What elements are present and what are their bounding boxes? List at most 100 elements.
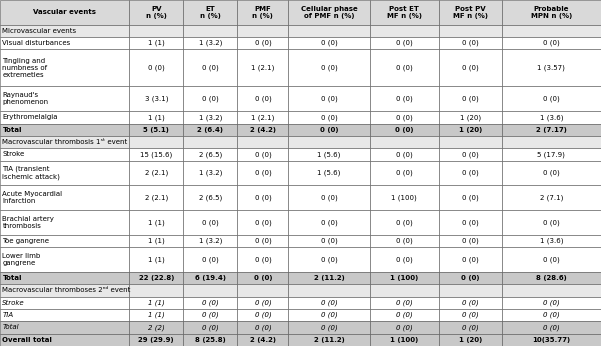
Text: 0 (0): 0 (0) — [255, 40, 271, 46]
Text: 1 (1): 1 (1) — [148, 114, 165, 121]
Text: 3 (3.1): 3 (3.1) — [144, 95, 168, 102]
Bar — [288, 185, 370, 210]
Bar — [129, 272, 183, 284]
Text: Toe gangrene: Toe gangrene — [2, 238, 49, 244]
Text: 0 (0): 0 (0) — [255, 219, 271, 226]
Bar — [288, 284, 370, 297]
Text: 1 (1): 1 (1) — [148, 312, 165, 318]
Bar — [237, 37, 288, 49]
Text: Macrovascular thromboses 2ⁿᵈ event: Macrovascular thromboses 2ⁿᵈ event — [2, 288, 131, 293]
Text: Stroke: Stroke — [2, 300, 25, 306]
Text: 2 (2.1): 2 (2.1) — [145, 194, 168, 201]
Bar — [183, 235, 237, 247]
Bar — [502, 235, 601, 247]
Bar — [439, 49, 502, 86]
Bar — [237, 185, 288, 210]
Bar — [502, 272, 601, 284]
Bar — [237, 247, 288, 272]
Bar — [439, 284, 502, 297]
Bar — [129, 210, 183, 235]
Bar — [183, 247, 237, 272]
Text: 29 (29.9): 29 (29.9) — [138, 337, 174, 343]
Text: Lower limb
gangrene: Lower limb gangrene — [2, 253, 41, 266]
Bar — [370, 334, 439, 346]
Bar — [439, 334, 502, 346]
Text: 0 (0): 0 (0) — [462, 194, 478, 201]
Bar — [439, 185, 502, 210]
Text: 0 (0): 0 (0) — [321, 324, 337, 331]
Bar — [370, 235, 439, 247]
Text: 15 (15.6): 15 (15.6) — [140, 151, 172, 158]
Text: 0 (0): 0 (0) — [396, 300, 412, 306]
Bar — [502, 247, 601, 272]
Text: Erythromelalgia: Erythromelalgia — [2, 115, 58, 120]
Text: 0 (0): 0 (0) — [462, 170, 478, 176]
Text: 0 (0): 0 (0) — [396, 312, 412, 318]
Text: 0 (0): 0 (0) — [255, 312, 271, 318]
Bar — [129, 124, 183, 136]
Text: Total: Total — [2, 275, 22, 281]
Text: Post PV
MF n (%): Post PV MF n (%) — [453, 6, 488, 19]
Text: 2 (2): 2 (2) — [148, 324, 165, 331]
Bar — [0, 321, 129, 334]
Bar — [439, 124, 502, 136]
Text: 0 (0): 0 (0) — [543, 219, 560, 226]
Bar — [0, 148, 129, 161]
Bar — [439, 0, 502, 25]
Text: 0 (0): 0 (0) — [461, 275, 480, 281]
Bar — [237, 111, 288, 124]
Text: PMF
n (%): PMF n (%) — [252, 6, 273, 19]
Bar — [502, 161, 601, 185]
Text: Visual disturbances: Visual disturbances — [2, 40, 71, 46]
Text: Post ET
MF n (%): Post ET MF n (%) — [386, 6, 422, 19]
Text: Total: Total — [2, 127, 22, 133]
Text: 0 (0): 0 (0) — [202, 256, 219, 263]
Bar — [237, 136, 288, 148]
Bar — [502, 284, 601, 297]
Bar — [370, 185, 439, 210]
Bar — [237, 272, 288, 284]
Text: 0 (0): 0 (0) — [255, 170, 271, 176]
Bar — [0, 37, 129, 49]
Bar — [0, 124, 129, 136]
Bar — [502, 136, 601, 148]
Text: 0 (0): 0 (0) — [396, 114, 412, 121]
Text: 8 (28.6): 8 (28.6) — [536, 275, 567, 281]
Bar — [288, 235, 370, 247]
Bar — [183, 49, 237, 86]
Bar — [439, 136, 502, 148]
Text: 0 (0): 0 (0) — [321, 65, 337, 71]
Text: 0 (0): 0 (0) — [321, 194, 337, 201]
Text: 0 (0): 0 (0) — [148, 65, 165, 71]
Text: 0 (0): 0 (0) — [396, 238, 412, 244]
Text: 10(35.77): 10(35.77) — [532, 337, 570, 343]
Bar — [183, 86, 237, 111]
Text: 1 (100): 1 (100) — [390, 275, 418, 281]
Bar — [439, 37, 502, 49]
Bar — [370, 297, 439, 309]
Bar — [439, 25, 502, 37]
Text: 0 (0): 0 (0) — [462, 300, 478, 306]
Bar — [183, 0, 237, 25]
Bar — [439, 272, 502, 284]
Bar — [370, 247, 439, 272]
Text: 1 (3.2): 1 (3.2) — [199, 170, 222, 176]
Bar — [439, 111, 502, 124]
Text: 0 (0): 0 (0) — [395, 127, 413, 133]
Bar — [237, 334, 288, 346]
Bar — [502, 86, 601, 111]
Text: 0 (0): 0 (0) — [396, 170, 412, 176]
Bar — [0, 334, 129, 346]
Text: 2 (4.2): 2 (4.2) — [250, 127, 276, 133]
Bar — [129, 334, 183, 346]
Text: 0 (0): 0 (0) — [255, 300, 271, 306]
Bar — [129, 25, 183, 37]
Bar — [129, 86, 183, 111]
Bar — [183, 185, 237, 210]
Bar — [288, 86, 370, 111]
Bar — [0, 272, 129, 284]
Bar — [237, 0, 288, 25]
Text: 0 (0): 0 (0) — [462, 238, 478, 244]
Text: TIA: TIA — [2, 312, 14, 318]
Bar — [439, 247, 502, 272]
